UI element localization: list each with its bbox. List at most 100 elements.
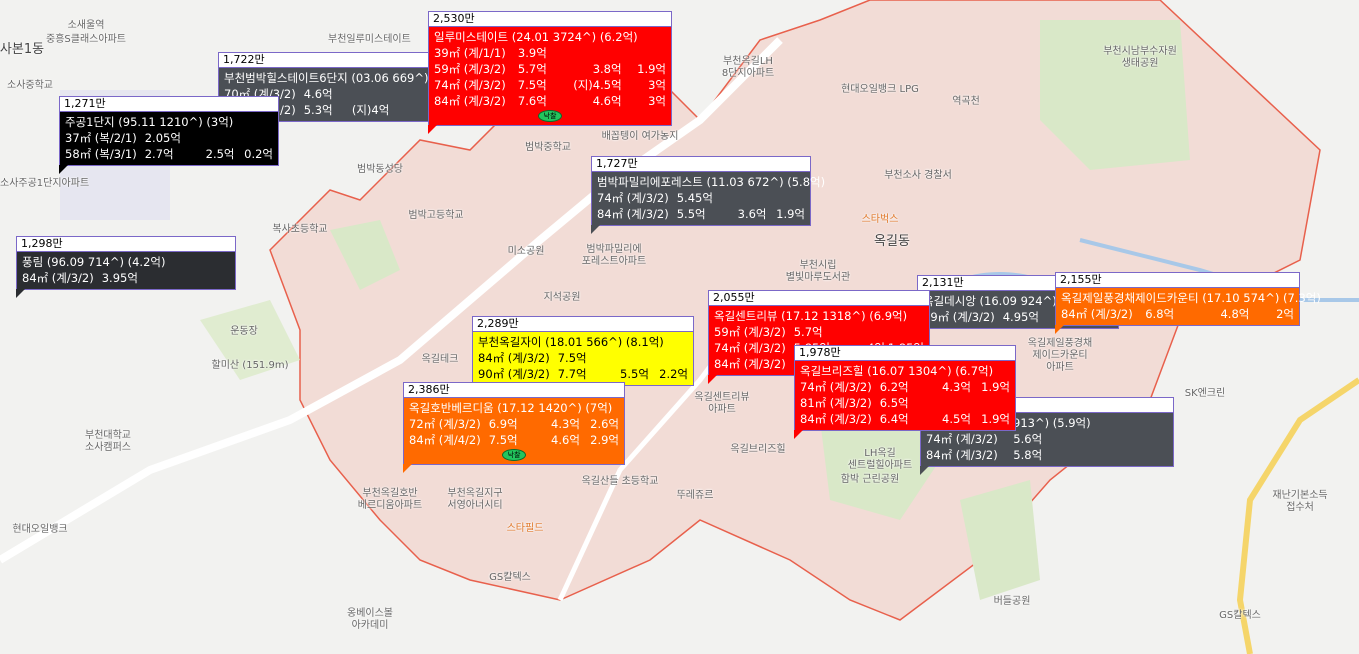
map-label[interactable]: LH옥길 센트럴힐아파트 [847, 448, 913, 471]
map-label[interactable]: 범박파밀리에 포레스트아파트 [581, 244, 647, 267]
park-area [960, 480, 1040, 600]
map-label[interactable]: 옥길제일풍경채 제이드카운티 아파트 [1027, 338, 1093, 373]
area-type: 74㎡ (계/3/2) [800, 380, 872, 394]
map-label[interactable]: 현대오일뱅크 [12, 524, 68, 535]
apartment-name: 옥길제일풍경채제이드카운티 (17.10 574^) (7.3억) [1061, 291, 1321, 305]
auction-badge-icon[interactable]: 낙찰 [538, 110, 562, 122]
area-type: 81㎡ (계/3/2) [800, 396, 872, 410]
jeonse-price [573, 45, 621, 61]
apartment-price-box[interactable]: 1,978만 옥길브리즈힐 (16.07 1304^) (6.7억) 74㎡ (계/… [794, 345, 1016, 439]
road [1236, 377, 1359, 654]
gap-price: 1.9억 [981, 380, 1010, 394]
map-label[interactable]: 범박동성당 [357, 164, 403, 175]
box-body: 옥길제일풍경채제이드카운티 (17.10 574^) (7.3억) 84㎡ (계/… [1056, 288, 1321, 325]
gap-price: 1.9억 [776, 207, 805, 221]
size-price-row: 84㎡ (계/3/2) 7.5억 [478, 350, 688, 366]
area-type: 59㎡ (계/3/2) [714, 325, 786, 339]
box-body: 일루미스테이트 (24.01 3724^) (6.2억) 39㎡ (계/1/1) 3… [429, 27, 671, 125]
map-label[interactable]: 배꼽텡이 여가농지 [601, 131, 679, 142]
map-label[interactable]: 재난기본소득 접수처 [1272, 490, 1328, 513]
map-label[interactable]: 스타벅스 [861, 214, 899, 225]
sale-price: 2.7억 [144, 147, 174, 161]
map-label[interactable]: 범박중학교 [525, 142, 571, 153]
auction-badge-icon[interactable]: 낙찰 [502, 449, 526, 461]
box-body: 주공1단지 (95.11 1210^) (3억) 37㎡ (복/2/1) 2.05억… [60, 112, 278, 165]
map-label[interactable]: 부천옥길LH 8단지아파트 [721, 56, 775, 79]
map-label[interactable]: 복사초등학교 [272, 224, 328, 235]
gap-price: 1.9억 [981, 412, 1010, 426]
apartment-price-box[interactable]: 2,289만 부천옥길자이 (18.01 566^) (8.1억) 84㎡ (계/3… [472, 316, 694, 394]
map-label[interactable]: 현대오일뱅크 LPG [841, 84, 919, 95]
map-label[interactable]: 부천대학교 소사캠퍼스 [85, 430, 131, 453]
apartment-price-box[interactable]: 2,530만 일루미스테이트 (24.01 3724^) (6.2억) 39㎡ (계… [428, 11, 672, 134]
sale-price: 5.45억 [676, 191, 713, 205]
price-per-pyeong: 1,298만 [17, 237, 235, 252]
apartment-price-box[interactable]: 1,271만 주공1단지 (95.11 1210^) (3억) 37㎡ (복/2/1… [59, 96, 279, 174]
map-label[interactable]: 옥길테크 [421, 354, 459, 365]
map-label[interactable]: 옥길동 [874, 234, 910, 249]
map-label[interactable]: 역곡천 [952, 96, 980, 107]
map-label[interactable]: 부천시립 별빛마루도서관 [785, 260, 851, 283]
map-label[interactable]: GS칼텍스 [1219, 610, 1261, 621]
apartment-price-box[interactable]: 센트럴힐 (17.07 913^) (5.9억)74㎡ (계/3/2)5.6억8… [920, 397, 1174, 475]
map-label[interactable]: 옥길센트리뷰 아파트 [694, 392, 750, 415]
map-label[interactable]: 부천소사 경찰서 [884, 170, 952, 181]
apartment-name: 범박파밀리에포레스트 (11.03 672^) (5.8억) [597, 175, 826, 189]
jeonse-price: (지)4억 [351, 103, 390, 117]
gap-price: 1.9억 [637, 62, 666, 76]
sale-price: 5.6억 [1013, 432, 1043, 446]
gap-price [389, 86, 426, 102]
gap-price [1122, 431, 1168, 447]
map-label[interactable]: 부천옥길지구 서영아너시티 [447, 488, 503, 511]
sale-price: 5.7억 [793, 325, 823, 339]
area-type: 84㎡ (계/3/2) [434, 94, 506, 108]
map-label[interactable]: 할미산 (151.9m) [211, 360, 289, 371]
map-label[interactable]: 부천일루미스테이트 [328, 34, 411, 45]
map-label[interactable]: GS칼텍스 [489, 572, 531, 583]
map-label[interactable]: 소사중학교 [7, 80, 53, 91]
map-label[interactable]: SK엔크린 [1184, 388, 1226, 399]
map-label[interactable]: 범박고등학교 [408, 210, 464, 221]
map-label[interactable]: 옥길산들 초등학교 [581, 476, 659, 487]
jeonse-price: 4.3억 [942, 380, 971, 394]
apartment-name: 부천옥길자이 (18.01 566^) (8.1억) [478, 335, 664, 349]
map-label[interactable]: 옹베이스볼 아카데미 [347, 608, 393, 631]
apartment-price-box[interactable]: 2,386만 옥길호반베르디움 (17.12 1420^) (7억) 72㎡ (계/… [403, 382, 625, 473]
area-type: 37㎡ (복/2/1) [65, 131, 137, 145]
map-label[interactable]: 사본1동 [0, 42, 45, 57]
area-type: 74㎡ (계/3/2) [597, 191, 669, 205]
jeonse-price: 4.8억 [1220, 307, 1250, 321]
map-label[interactable]: 버들공원 [993, 596, 1031, 607]
map-label[interactable]: 미소공원 [507, 246, 545, 257]
apartment-price-box[interactable]: 1,722만 부천범박힐스테이트6단지 (03.06 669^) (5억) 70㎡ … [218, 52, 459, 130]
apartment-name: 옥길데시앙 (16.09 924^) (5.3억) [923, 294, 1099, 308]
price-per-pyeong: 1,727만 [592, 157, 810, 172]
map-label[interactable]: 함박 근린공원 [840, 474, 900, 485]
map-label[interactable]: 뚜레쥬르 [676, 490, 714, 501]
sale-price: 6.5억 [879, 396, 909, 410]
jeonse-price: 3.8억 [592, 62, 622, 76]
price-per-pyeong: 2,530만 [429, 12, 671, 27]
map-label[interactable]: 부천옥길호반 베르디움아파트 [357, 488, 423, 511]
gap-price: 2.9억 [590, 433, 619, 447]
map-label[interactable]: 옥길브리즈힐 [730, 444, 786, 455]
jeonse-price [929, 395, 971, 411]
size-price-row: 74㎡ (계/3/2) 7.5억 (지)4.5억 3억 [434, 77, 666, 93]
map-label[interactable]: 지석공원 [543, 292, 581, 303]
apartment-price-box[interactable]: 2,155만 옥길제일풍경채제이드카운티 (17.10 574^) (7.3억) 8… [1055, 272, 1321, 334]
pointer-icon [1055, 325, 1064, 334]
map-label[interactable]: 스타필드 [506, 523, 544, 534]
map-label[interactable]: 소새울역 [67, 20, 105, 31]
map-label[interactable]: 운동장 [230, 326, 258, 337]
map-label[interactable]: 소사주공1단지아파트 [0, 178, 90, 189]
map-label[interactable]: 중흥S클래스아파트 [46, 34, 126, 45]
area-type: 58㎡ (복/3/1) [65, 147, 137, 161]
price-per-pyeong: 2,055만 [709, 291, 929, 306]
size-price-row: 59㎡ (계/3/2) 5.7억 3.8억 1.9억 [434, 61, 666, 77]
sale-price: 7.5억 [488, 433, 518, 447]
box-body: 옥길데시앙 (16.09 924^) (5.3억) 59㎡ (계/3/2) 4.95… [918, 291, 1118, 328]
size-price-row: 84㎡ (계/3/2) 5.5억 3.6억 1.9억 [597, 206, 805, 222]
apartment-price-box[interactable]: 1,298만 풍림 (96.09 714^) (4.2억) 84㎡ (계/3/2) 3… [16, 236, 236, 298]
map-label[interactable]: 부천시남부수자원 생태공원 [1103, 46, 1177, 69]
